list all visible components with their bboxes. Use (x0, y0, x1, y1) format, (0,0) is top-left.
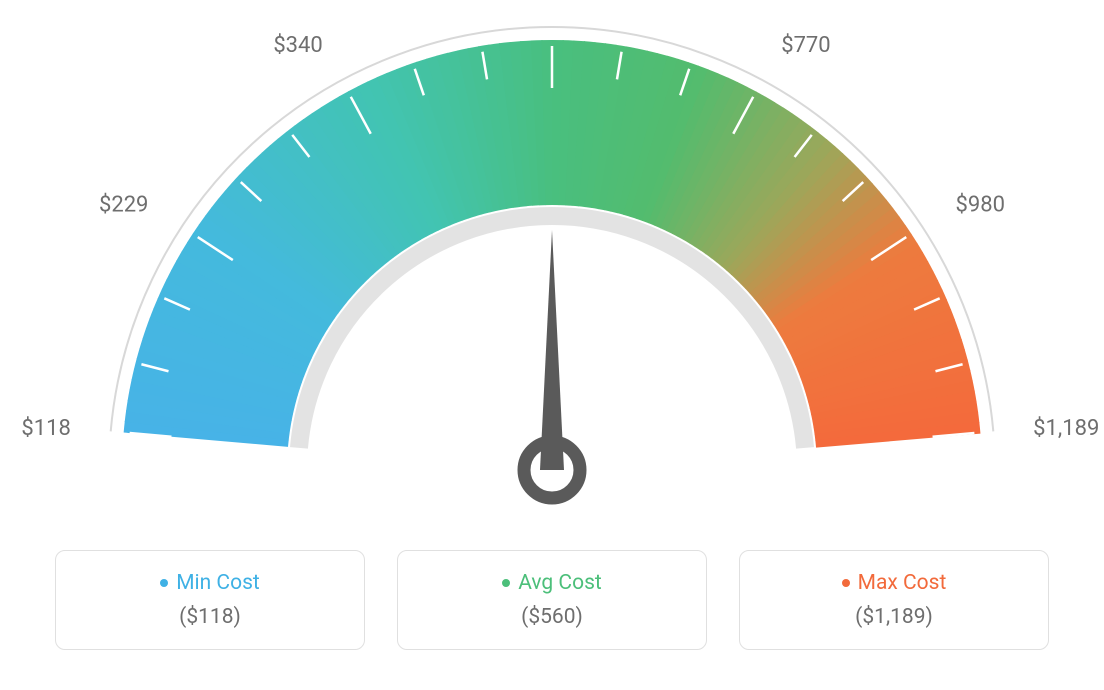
gauge-tick-label: $1,189 (1033, 416, 1099, 441)
legend-label-avg: Avg Cost (502, 571, 602, 595)
legend-value-max: ($1,189) (855, 605, 933, 629)
gauge-tick-label: $118 (21, 416, 70, 441)
legend-row: Min Cost ($118) Avg Cost ($560) Max Cost… (0, 540, 1104, 650)
gauge-tick-label: $770 (781, 33, 830, 58)
legend-card-avg: Avg Cost ($560) (397, 550, 707, 650)
gauge-tick-label: $229 (99, 193, 148, 218)
legend-label-text-max: Max Cost (858, 571, 947, 595)
gauge-tick-label: $340 (273, 33, 322, 58)
legend-card-min: Min Cost ($118) (55, 550, 365, 650)
legend-label-text-avg: Avg Cost (518, 571, 602, 595)
legend-label-min: Min Cost (160, 571, 260, 595)
legend-card-max: Max Cost ($1,189) (739, 550, 1049, 650)
legend-dot-min (160, 579, 168, 587)
legend-value-avg: ($560) (521, 605, 583, 629)
gauge-svg: $118$229$340$560$770$980$1,189 (0, 0, 1104, 540)
gauge-needle (540, 230, 564, 470)
legend-label-text-min: Min Cost (176, 571, 260, 595)
legend-value-min: ($118) (179, 605, 241, 629)
gauge-tick-label: $980 (956, 193, 1005, 218)
legend-label-max: Max Cost (842, 571, 947, 595)
legend-dot-max (842, 579, 850, 587)
legend-dot-avg (502, 579, 510, 587)
gauge-chart: $118$229$340$560$770$980$1,189 (0, 0, 1104, 540)
